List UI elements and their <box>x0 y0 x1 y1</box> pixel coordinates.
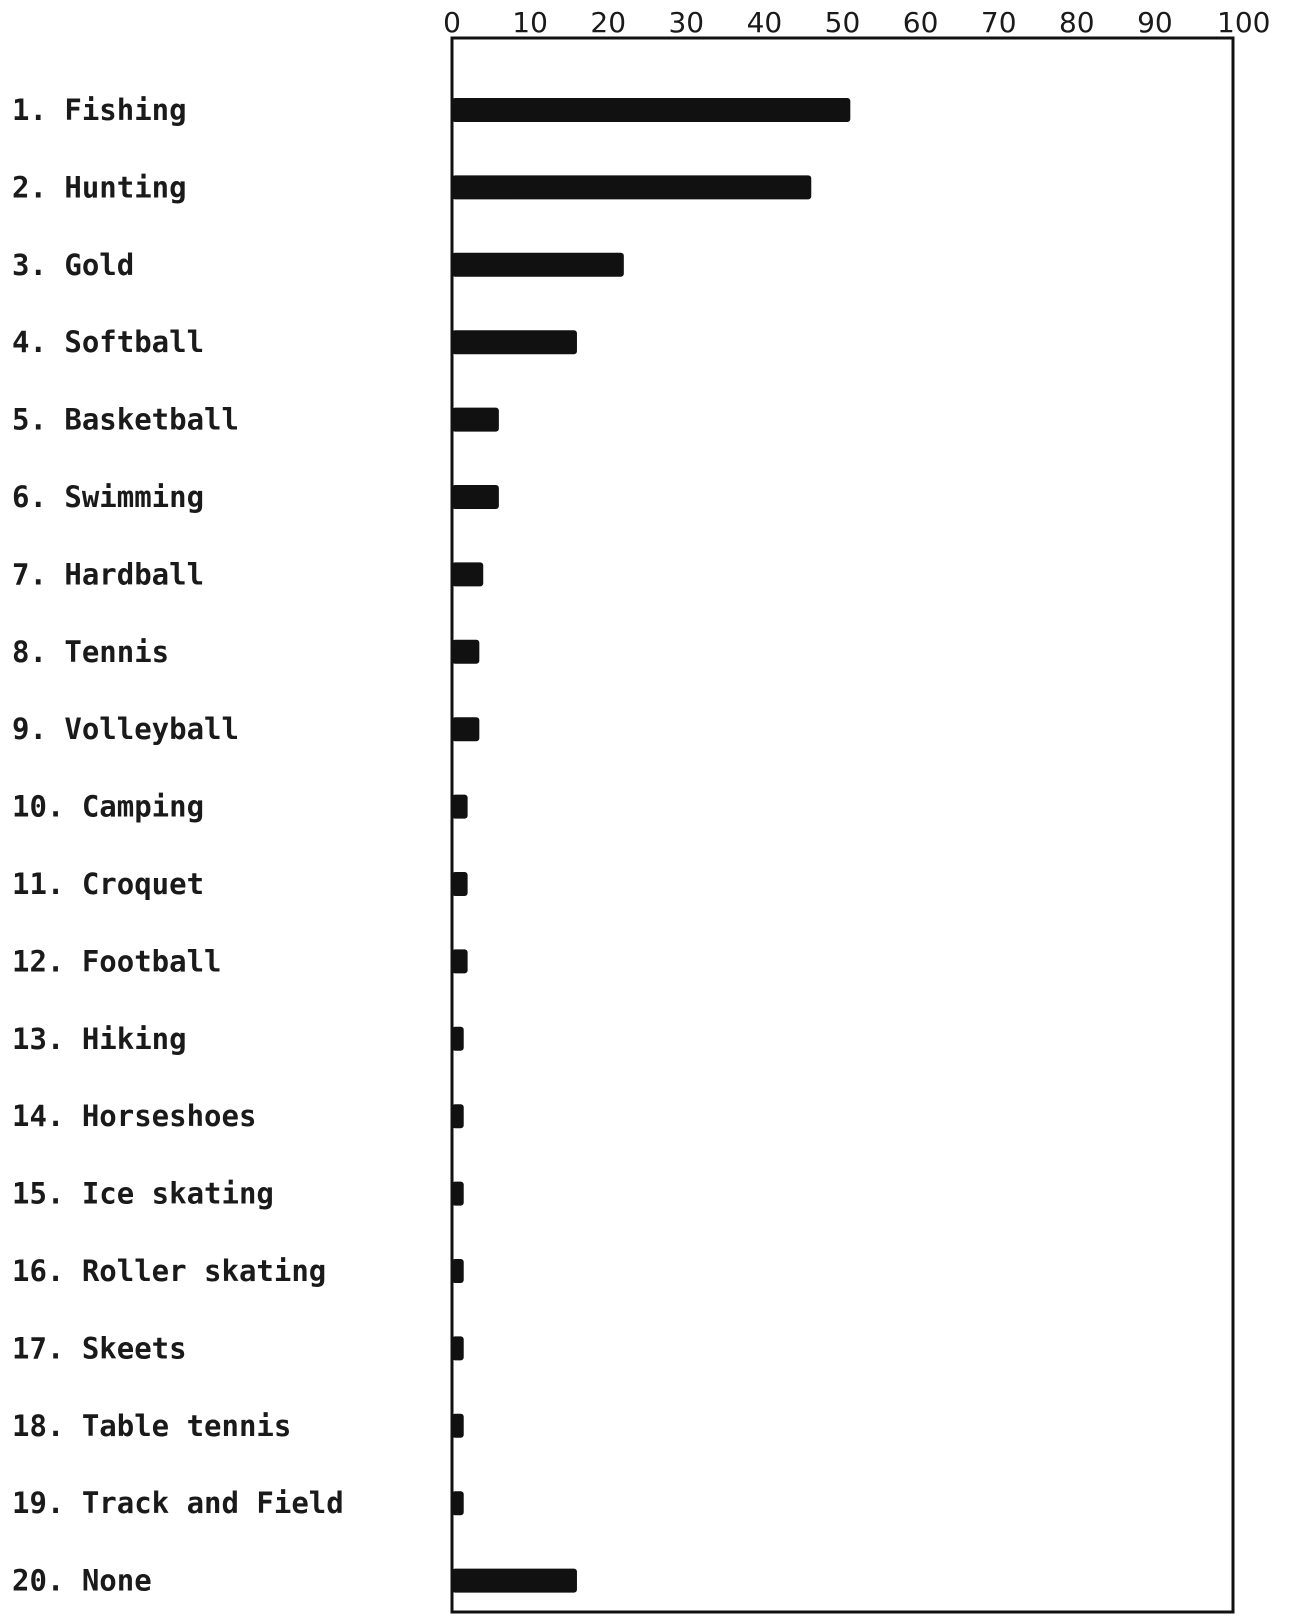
bar <box>452 1259 464 1283</box>
bar <box>452 1491 464 1516</box>
x-tick-label: 40 <box>747 6 783 39</box>
bar <box>452 1026 464 1051</box>
category-label: 3. Gold <box>12 248 134 282</box>
category-label: 16. Roller skating <box>12 1254 326 1288</box>
bar <box>452 794 468 819</box>
category-label: 19. Track and Field <box>12 1486 344 1520</box>
bar <box>452 1336 464 1361</box>
x-tick-label: 60 <box>903 6 939 39</box>
category-label: 4. Softball <box>12 325 204 359</box>
bar <box>452 98 851 122</box>
bar <box>452 872 468 896</box>
bar <box>452 1181 464 1206</box>
category-label: 20. None <box>12 1564 152 1598</box>
bar <box>452 175 812 200</box>
x-tick-label: 30 <box>668 6 704 39</box>
bar <box>452 330 577 355</box>
bar <box>452 1568 577 1593</box>
x-tick-label: 70 <box>981 6 1017 39</box>
category-label: 14. Horseshoes <box>12 1099 256 1133</box>
category-label: 1. Fishing <box>12 93 187 127</box>
bar <box>452 949 468 974</box>
bar <box>452 407 499 432</box>
bar <box>452 639 480 664</box>
category-label: 17. Skeets <box>12 1331 187 1365</box>
bar <box>452 485 499 509</box>
bar <box>452 1104 464 1129</box>
x-tick-label: 0 <box>443 6 461 39</box>
x-tick-label: 20 <box>590 6 626 39</box>
x-tick-label: 50 <box>825 6 861 39</box>
bar <box>452 717 480 742</box>
bar <box>452 1413 464 1438</box>
category-label: 15. Ice skating <box>12 1177 274 1211</box>
category-label: 10. Camping <box>12 790 204 824</box>
category-label: 12. Football <box>12 944 222 978</box>
category-label: 8. Tennis <box>12 635 169 669</box>
category-label: 7. Hardball <box>12 557 204 591</box>
bar <box>452 252 624 277</box>
category-label: 18. Table tennis <box>12 1409 291 1443</box>
category-label: 6. Swimming <box>12 480 204 514</box>
x-tick-label: 80 <box>1059 6 1095 39</box>
x-tick-label: 90 <box>1137 6 1173 39</box>
category-label: 11. Croquet <box>12 867 204 901</box>
category-label: 9. Volleyball <box>12 712 239 746</box>
category-label: 2. Hunting <box>12 170 187 204</box>
category-label: 13. Hiking <box>12 1022 187 1056</box>
category-label: 5. Basketball <box>12 403 239 437</box>
bar <box>452 562 484 587</box>
plot-frame <box>450 36 1235 1614</box>
x-tick-label: 10 <box>512 6 548 39</box>
x-tick-label: 100 <box>1217 6 1270 39</box>
